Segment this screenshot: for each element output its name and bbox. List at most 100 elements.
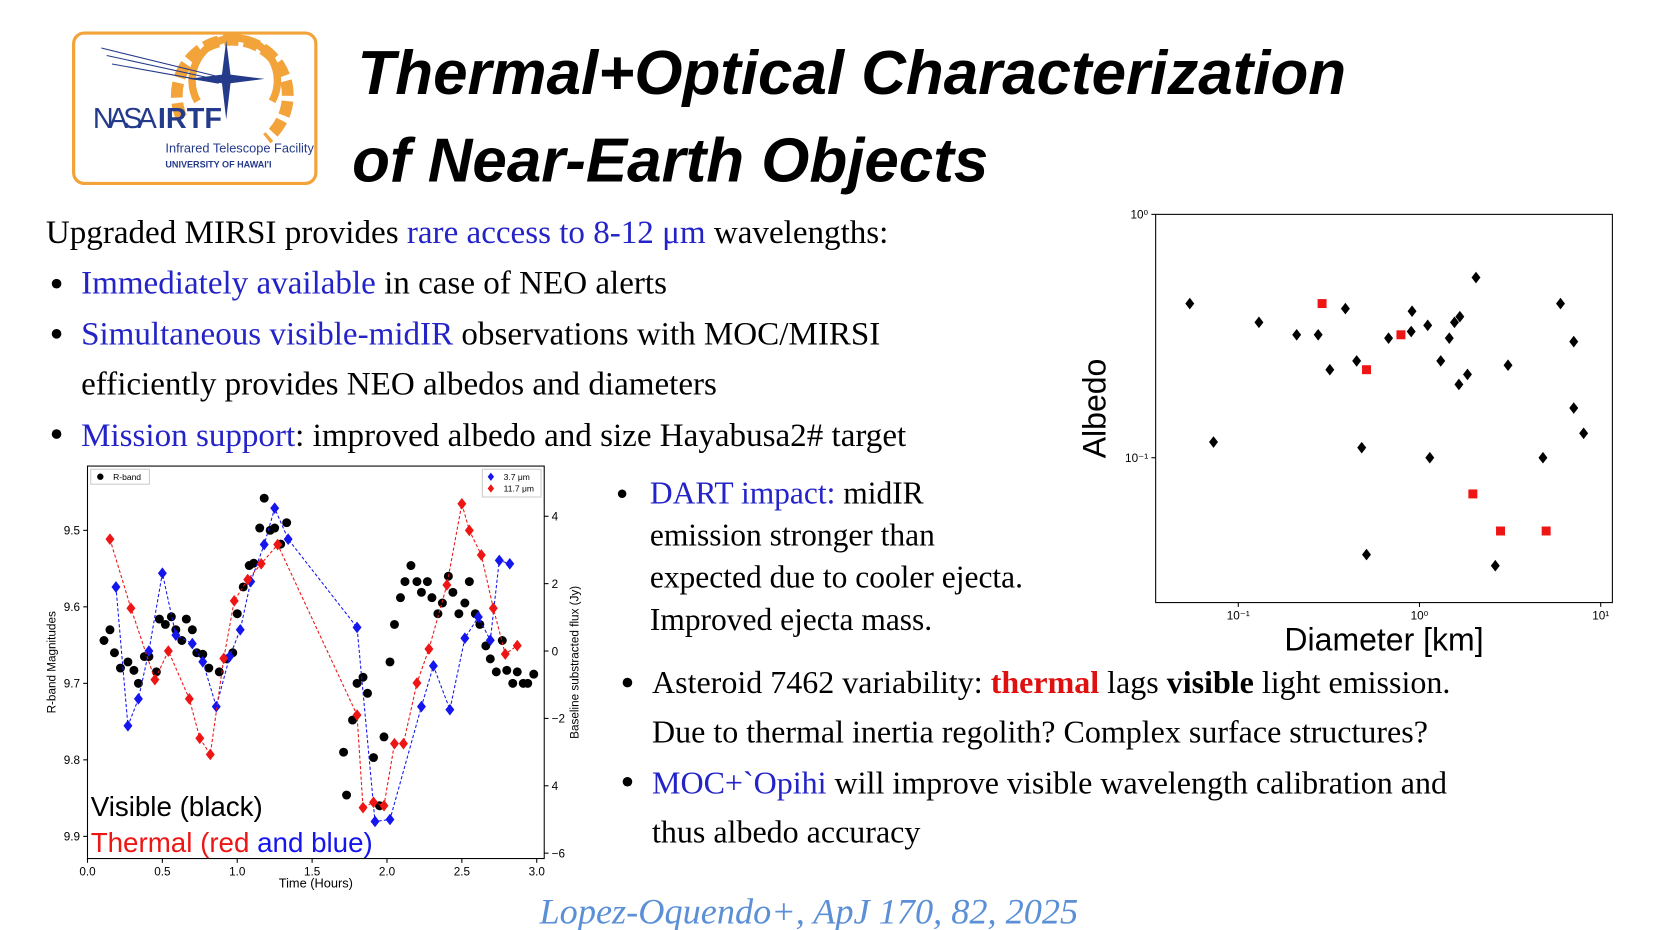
text-line: efficiently provides NEO albedos and dia… [81,367,717,403]
data-point [1325,363,1335,376]
data-point [1541,526,1551,536]
title-line: Thermal+Optical Characterization [357,39,1346,108]
data-point [358,801,368,814]
data-point [181,614,191,624]
data-point [259,538,269,551]
data-point [1496,526,1506,536]
data-point [204,663,214,673]
data-point [352,678,362,688]
data-point [109,648,119,658]
data-point [445,703,455,716]
data-point [238,582,248,592]
data-point [448,587,458,597]
y-tick-label: 10⁻¹ [1125,452,1148,465]
text-run: Immediately available [81,265,376,301]
data-point [154,614,164,624]
data-point [379,732,389,742]
text-run: efficiently provides NEO albedos and dia… [81,367,717,403]
data-point [1357,441,1367,454]
data-point [398,737,408,750]
data-point [123,657,133,667]
text-run: in case of NEO alerts [376,265,667,301]
y-tick-label: 9.7 [64,678,80,691]
data-point [1362,365,1371,375]
data-point [389,619,399,629]
x-tick-label: 0.5 [154,866,171,879]
data-point [166,612,176,622]
data-point [249,558,259,568]
annotation: Thermal (red and blue) [91,827,373,858]
bullet-dot [51,278,62,289]
text-run: wavelengths: [706,215,889,251]
data-point [529,669,539,679]
data-point [171,629,181,642]
data-point [500,648,510,660]
annotation-run: Visible (black) [91,791,263,822]
title-line: of Near-Earth Objects [352,126,988,195]
data-point [481,641,491,651]
y2-tick-label: −6 [552,847,565,860]
data-point [473,611,483,623]
legend-label: 3.7 μm [504,472,530,482]
data-point [1579,427,1589,440]
data-point [1362,548,1371,561]
data-point [1209,436,1218,448]
data-point [97,473,104,480]
data-point [1406,325,1416,338]
data-point [177,636,187,645]
text-line: Asteroid 7462 variability: thermal lags … [652,664,1450,700]
bullet-dot [51,329,62,339]
x-tick-label: 2.5 [454,866,471,879]
data-point [491,667,501,677]
y-tick-label: 9.8 [64,754,81,767]
data-point [433,609,443,619]
text-run: observations with MOC/MIRSI [453,316,880,352]
data-point [475,619,485,629]
text-line: emission stronger than [650,518,935,553]
data-point [1384,332,1394,344]
data-point [385,657,395,667]
data-point [464,577,474,587]
text-run: rare access to 8-12 μm [407,215,706,251]
x-tick-label: 1.5 [304,866,321,879]
data-point [219,652,229,665]
y-axis-label: Albedo [1077,359,1113,459]
data-point [464,524,474,537]
text-run: will improve visible wavelength calibrat… [827,764,1447,800]
data-point [454,609,464,619]
data-point [259,493,269,503]
data-point [412,677,422,689]
text-run: Mission support [81,418,295,454]
data-point [485,634,495,647]
data-point [1396,330,1406,340]
text-line: Immediately available in case of NEO ale… [81,265,667,301]
data-point [487,484,495,493]
y2-tick-label: 4 [552,511,559,524]
data-point [133,678,143,688]
data-point [485,654,495,664]
data-point [246,575,256,588]
data-point [412,577,422,587]
y-tick-label: 9.5 [64,525,81,538]
text-run: Simultaneous visible-midIR [81,316,453,352]
data-point [1490,559,1500,572]
data-point [352,709,362,721]
data-point [157,567,167,580]
logo-ring [188,34,282,104]
data-point [1538,451,1548,464]
data-point [1471,271,1481,284]
plot-frame [1155,213,1613,604]
data-point [256,557,266,570]
x-axis-label: Time (Hours) [279,875,353,890]
data-point [151,667,161,677]
legend-label: R-band [113,472,141,482]
data-point [225,650,235,663]
series-line [115,506,510,823]
data-point [1425,451,1435,464]
data-point [211,700,221,713]
data-point [270,523,280,533]
text-line: thus albedo accuracy [652,814,920,850]
data-point [460,598,470,608]
